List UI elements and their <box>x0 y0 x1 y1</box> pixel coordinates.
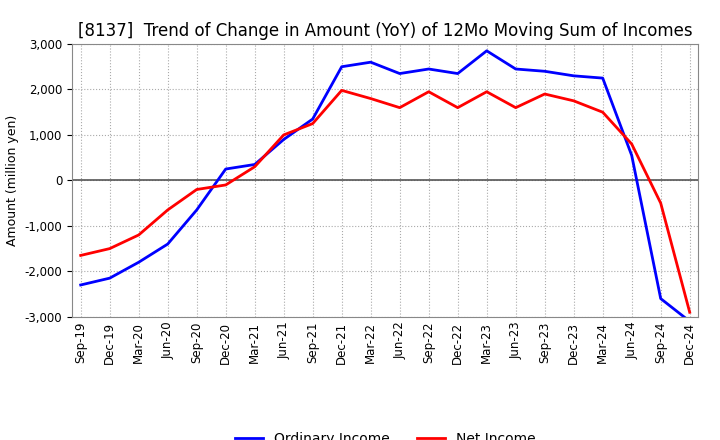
Net Income <box>163 207 172 213</box>
Net Income <box>192 187 201 192</box>
Ordinary Income <box>541 69 549 74</box>
Net Income <box>570 98 578 103</box>
Net Income <box>251 164 259 169</box>
Net Income <box>627 141 636 147</box>
Net Income <box>541 92 549 97</box>
Ordinary Income <box>251 162 259 167</box>
Ordinary Income <box>395 71 404 76</box>
Ordinary Income <box>192 207 201 213</box>
Ordinary Income <box>627 153 636 158</box>
Net Income <box>366 96 375 101</box>
Ordinary Income <box>482 48 491 53</box>
Title: [8137]  Trend of Change in Amount (YoY) of 12Mo Moving Sum of Incomes: [8137] Trend of Change in Amount (YoY) o… <box>78 22 693 40</box>
Net Income <box>135 232 143 238</box>
Ordinary Income <box>454 71 462 76</box>
Ordinary Income <box>221 166 230 172</box>
Ordinary Income <box>598 76 607 81</box>
Ordinary Income <box>308 116 317 121</box>
Net Income <box>395 105 404 110</box>
Net Income <box>308 121 317 126</box>
Net Income <box>482 89 491 94</box>
Ordinary Income <box>163 242 172 247</box>
Net Income <box>221 182 230 187</box>
Net Income <box>511 105 520 110</box>
Y-axis label: Amount (million yen): Amount (million yen) <box>6 115 19 246</box>
Ordinary Income <box>657 296 665 301</box>
Ordinary Income <box>105 275 114 281</box>
Net Income <box>279 132 288 138</box>
Net Income <box>657 201 665 206</box>
Ordinary Income <box>511 66 520 72</box>
Ordinary Income <box>424 66 433 72</box>
Net Income <box>424 89 433 94</box>
Line: Ordinary Income: Ordinary Income <box>81 51 690 321</box>
Net Income <box>338 88 346 93</box>
Ordinary Income <box>338 64 346 70</box>
Net Income <box>105 246 114 251</box>
Legend: Ordinary Income, Net Income: Ordinary Income, Net Income <box>229 427 541 440</box>
Ordinary Income <box>570 73 578 78</box>
Ordinary Income <box>76 282 85 288</box>
Line: Net Income: Net Income <box>81 90 690 312</box>
Ordinary Income <box>366 59 375 65</box>
Ordinary Income <box>685 319 694 324</box>
Net Income <box>454 105 462 110</box>
Net Income <box>685 310 694 315</box>
Net Income <box>598 110 607 115</box>
Ordinary Income <box>135 260 143 265</box>
Ordinary Income <box>279 137 288 142</box>
Net Income <box>76 253 85 258</box>
